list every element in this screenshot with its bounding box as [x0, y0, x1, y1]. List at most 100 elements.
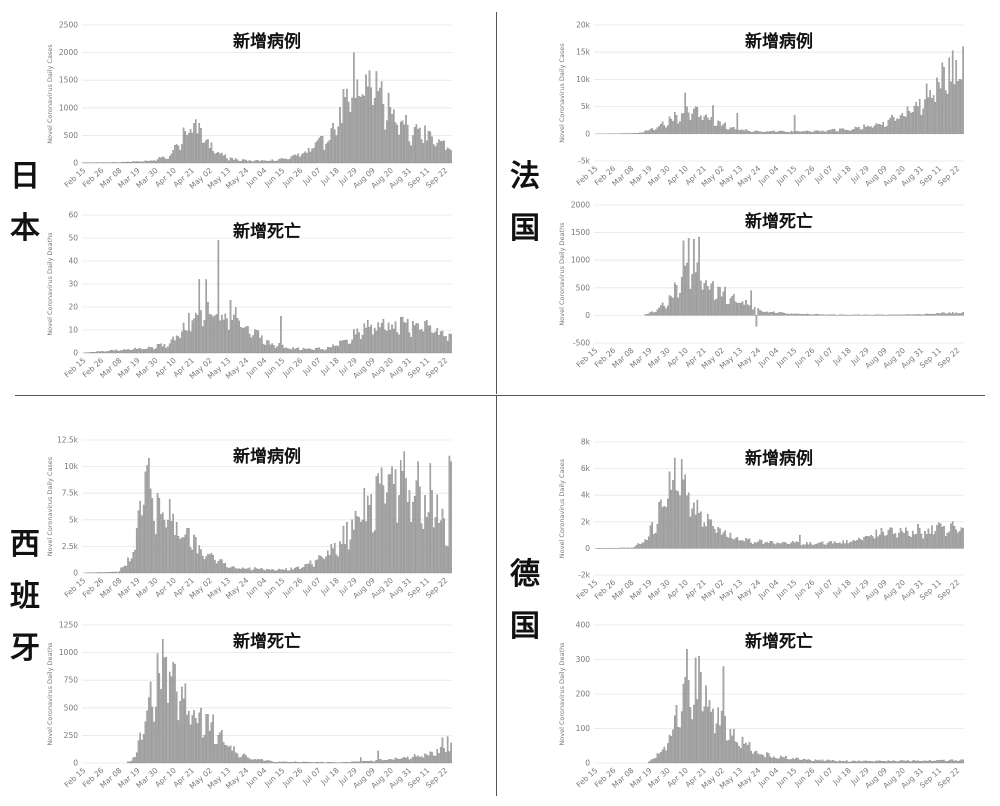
bar [130, 558, 133, 574]
bar [379, 87, 381, 164]
bar [373, 327, 376, 354]
bar [687, 492, 690, 549]
bar [236, 568, 239, 574]
bar [370, 760, 373, 764]
bar [804, 758, 806, 764]
bar [240, 757, 242, 764]
bar [104, 351, 107, 354]
bar [908, 314, 911, 316]
bar [925, 83, 928, 134]
bar [144, 471, 147, 574]
bar [356, 761, 359, 764]
bar [941, 62, 944, 134]
bar [703, 706, 706, 764]
y-tick-label: 750 [64, 676, 79, 685]
bar [175, 691, 178, 764]
bar [188, 711, 190, 764]
x-tick-label: Jun 15 [774, 766, 799, 789]
bar [932, 760, 935, 764]
bar [401, 471, 404, 574]
y-tick-label: 8k [581, 438, 591, 447]
bar [839, 542, 841, 549]
bar [840, 761, 843, 764]
bar [872, 127, 874, 134]
bar [771, 312, 773, 316]
y-tick-label: 1000 [59, 103, 78, 112]
bar [224, 313, 227, 354]
bar [247, 326, 249, 354]
bar [335, 345, 338, 354]
bar [212, 714, 214, 764]
bar [795, 131, 798, 134]
bar [368, 505, 371, 574]
bar [854, 126, 857, 134]
bar [734, 538, 737, 549]
bar [788, 132, 791, 134]
bar [356, 328, 359, 354]
bar [779, 543, 782, 549]
bar [905, 116, 907, 134]
bar [852, 539, 855, 549]
bar [137, 740, 140, 764]
bar [863, 314, 865, 316]
bar [868, 126, 871, 134]
bar [741, 736, 744, 764]
bar [365, 74, 367, 164]
bar [297, 153, 300, 164]
bar [906, 531, 909, 549]
vertical-divider-top [496, 12, 497, 394]
bar [715, 532, 718, 549]
country-char: 本 [10, 211, 40, 246]
bar [729, 127, 732, 134]
y-tick-label: 1250 [59, 621, 78, 630]
bar [266, 340, 268, 354]
bar [208, 148, 211, 164]
bar [420, 523, 423, 574]
bar [872, 536, 874, 549]
bar [410, 522, 412, 574]
bar [274, 570, 277, 574]
bar [304, 564, 307, 574]
bar [731, 538, 733, 549]
bar [722, 124, 725, 134]
bar [281, 569, 284, 574]
bar [757, 131, 759, 134]
x-tick-label: Jul 18 [830, 346, 853, 368]
y-tick-label: 4k [581, 491, 591, 500]
bar [812, 131, 815, 134]
bar [807, 314, 810, 316]
bar [863, 537, 865, 549]
bar [405, 757, 407, 764]
y-axis-label: Novel Coronavirus Daily Cases [558, 43, 566, 143]
bar [891, 314, 893, 316]
bar [901, 314, 904, 316]
bar [795, 541, 798, 549]
bar [351, 761, 353, 764]
bar [111, 571, 114, 574]
bar [113, 350, 115, 354]
bar [767, 131, 770, 134]
bar [285, 347, 287, 354]
bar [377, 473, 379, 574]
bar [386, 120, 388, 164]
bar [677, 491, 680, 549]
bar [859, 539, 862, 549]
bar [261, 160, 263, 164]
bar [929, 313, 931, 316]
country-char: 西 [10, 527, 40, 562]
bar [786, 313, 789, 316]
bar [861, 761, 864, 764]
bar [960, 313, 963, 316]
bar [135, 752, 138, 764]
bar [295, 348, 298, 354]
y-axis-label: Novel Coronavirus Daily Deaths [46, 642, 54, 746]
bar [318, 762, 320, 764]
bar [892, 534, 895, 549]
bar [89, 352, 91, 354]
bar [113, 572, 115, 574]
bar [917, 106, 919, 134]
bar [936, 77, 938, 134]
bar [419, 756, 421, 764]
bar [950, 523, 952, 549]
bar [168, 499, 171, 574]
